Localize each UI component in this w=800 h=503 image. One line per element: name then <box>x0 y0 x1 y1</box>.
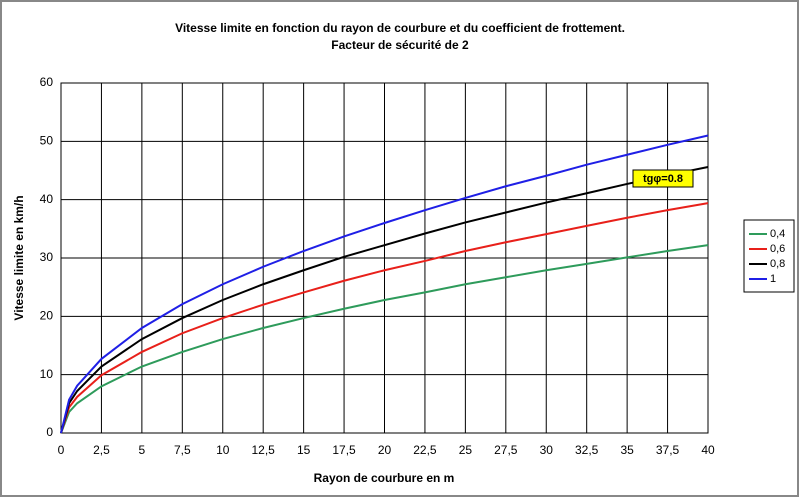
x-tick-label: 5 <box>139 443 146 457</box>
y-tick-label: 40 <box>40 192 54 206</box>
x-tick-label: 7,5 <box>174 443 191 457</box>
plot-border <box>60 82 709 434</box>
legend-label: 0,4 <box>770 228 785 240</box>
y-tick-label: 0 <box>46 425 53 439</box>
x-tick-label: 35 <box>620 443 634 457</box>
x-tick-label: 37,5 <box>656 443 680 457</box>
series-line <box>60 244 709 434</box>
y-tick-label: 60 <box>40 75 54 89</box>
legend-box <box>743 219 795 293</box>
chart-title: Vitesse limite en fonction du rayon de c… <box>175 21 625 35</box>
x-tick-label: 0 <box>58 443 65 457</box>
legend-label: 0,8 <box>770 258 785 270</box>
chart-subtitle: Facteur de sécurité de 2 <box>331 38 469 52</box>
legend-label: 0,6 <box>770 243 785 255</box>
series-line <box>60 134 709 434</box>
y-tick-label: 30 <box>40 250 54 264</box>
x-tick-label: 30 <box>540 443 554 457</box>
x-tick-label: 25 <box>459 443 473 457</box>
x-tick-label: 10 <box>216 443 230 457</box>
y-tick-label: 20 <box>40 309 54 323</box>
x-tick-label: 15 <box>297 443 311 457</box>
x-tick-label: 20 <box>378 443 392 457</box>
annotation: tgφ=0.8 <box>643 173 683 185</box>
x-tick-label: 17,5 <box>332 443 356 457</box>
y-axis-label: Vitesse limite en km/h <box>12 195 26 320</box>
y-tick-label: 10 <box>40 367 54 381</box>
x-tick-label: 40 <box>701 443 715 457</box>
y-tick-label: 50 <box>40 134 54 148</box>
legend-label: 1 <box>770 273 776 285</box>
x-tick-label: 12,5 <box>252 443 276 457</box>
x-axis-label: Rayon de courbure en m <box>314 471 455 485</box>
x-tick-label: 2,5 <box>93 443 110 457</box>
series-line <box>60 202 709 434</box>
x-tick-label: 27,5 <box>494 443 518 457</box>
x-tick-label: 32,5 <box>575 443 599 457</box>
annotation-box <box>632 169 694 188</box>
x-tick-label: 22,5 <box>413 443 437 457</box>
series-line <box>60 166 709 434</box>
